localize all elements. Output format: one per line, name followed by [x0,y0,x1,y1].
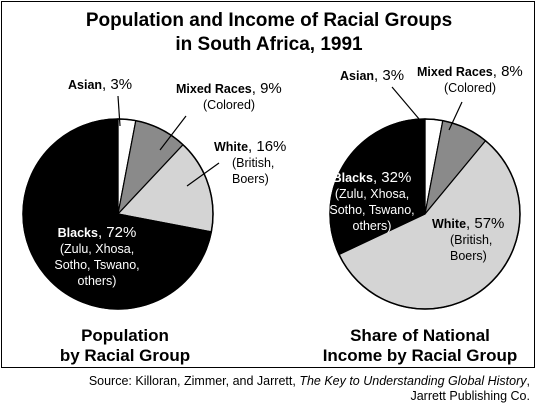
income-caption-line-2: Income by Racial Group [322,346,518,365]
population-label-mixed-races-name: Mixed Races [176,82,252,96]
population-label-white-detail: Boers) [232,172,269,186]
income-label-mixed-races-detail: (Colored) [444,81,496,95]
figure-title: Population and Income of Racial Groups i… [0,9,538,57]
figure-frame [1,1,535,368]
income-label-blacks-detail: (Zulu, Xhosa, [335,187,409,201]
income-label-blacks-detail: others) [353,219,392,233]
population-label-white: White, 16% [214,138,286,155]
income-label-blacks: Blacks, 32% [333,169,412,186]
population-label-mixed-races: Mixed Races, 9% [176,80,282,97]
income-label-white: White, 57% [432,215,504,232]
income-label-blacks-value: , 32% [373,169,411,186]
income-label-white-name: White [432,217,466,231]
population-pie-outline [22,118,214,310]
income-label-asian-value: , 3% [374,67,404,84]
income-label-white-detail: (British, [450,233,492,247]
population-label-blacks-detail: (Zulu, Xhosa, [60,242,134,256]
pie-charts: Asian, 3% Mixed Races, 9%(Colored)White, … [22,63,523,310]
source-prefix: Source: Killoran, Zimmer, and Jarrett, [88,374,300,388]
title-line-2: in South Africa, 1991 [175,34,363,55]
population-label-white-name: White [214,140,248,154]
population-pie: Asian, 3% Mixed Races, 9%(Colored)White, … [22,76,286,310]
population-label-blacks-detail: others) [78,274,117,288]
income-leader-mixed-races [448,101,463,131]
income-leader-asian [391,86,426,127]
source-publisher: Jarrett Publishing Co. [410,389,530,403]
income-pie-outline [329,118,521,310]
population-leader-mixed-races [159,115,187,151]
population-label-blacks-name: Blacks [58,226,98,240]
source-suffix: , [526,374,530,388]
income-label-blacks-detail: Sotho, Tswano, [329,203,414,217]
income-label-asian-name: Asian [340,69,374,83]
income-label-blacks-name: Blacks [333,171,373,185]
population-label-white-detail: (British, [232,156,274,170]
source-line-1: Source: Killoran, Zimmer, and Jarrett, T… [89,374,530,389]
population-label-asian: Asian, 3% [68,76,132,93]
income-label-white-detail: Boers) [450,249,487,263]
income-label-mixed-races: Mixed Races, 8% [417,63,523,80]
income-label-mixed-races-name: Mixed Races [417,65,493,79]
income-label-mixed-races-value: , 8% [493,63,523,80]
income-caption: Share of National Income by Racial Group [305,326,535,366]
population-caption-line-1: Population [81,326,169,345]
population-caption-line-2: by Racial Group [59,346,191,365]
population-label-blacks: Blacks, 72% [58,224,137,241]
population-leader-asian [117,95,121,127]
source-book-title: The Key to Understanding Global History [299,374,527,388]
title-line-1: Population and Income of Racial Groups [85,10,453,31]
population-label-mixed-races-value: , 9% [252,80,282,97]
population-leader-white [186,162,220,187]
source-citation: Source: Killoran, Zimmer, and Jarrett, T… [89,374,530,404]
population-label-mixed-races-detail: (Colored) [203,98,255,112]
income-label-white-value: , 57% [466,215,504,232]
income-pie: Asian, 3% Mixed Races, 8%(Colored)White, … [329,63,523,310]
population-label-blacks-detail: Sotho, Tswano, [54,258,139,272]
population-caption: Population by Racial Group [20,326,230,366]
income-caption-line-1: Share of National [350,326,490,345]
population-label-asian-value: , 3% [102,76,132,93]
population-label-asian-name: Asian [68,78,102,92]
population-label-white-value: , 16% [248,138,286,155]
population-label-blacks-value: , 72% [98,224,136,241]
income-label-asian: Asian, 3% [340,67,404,84]
